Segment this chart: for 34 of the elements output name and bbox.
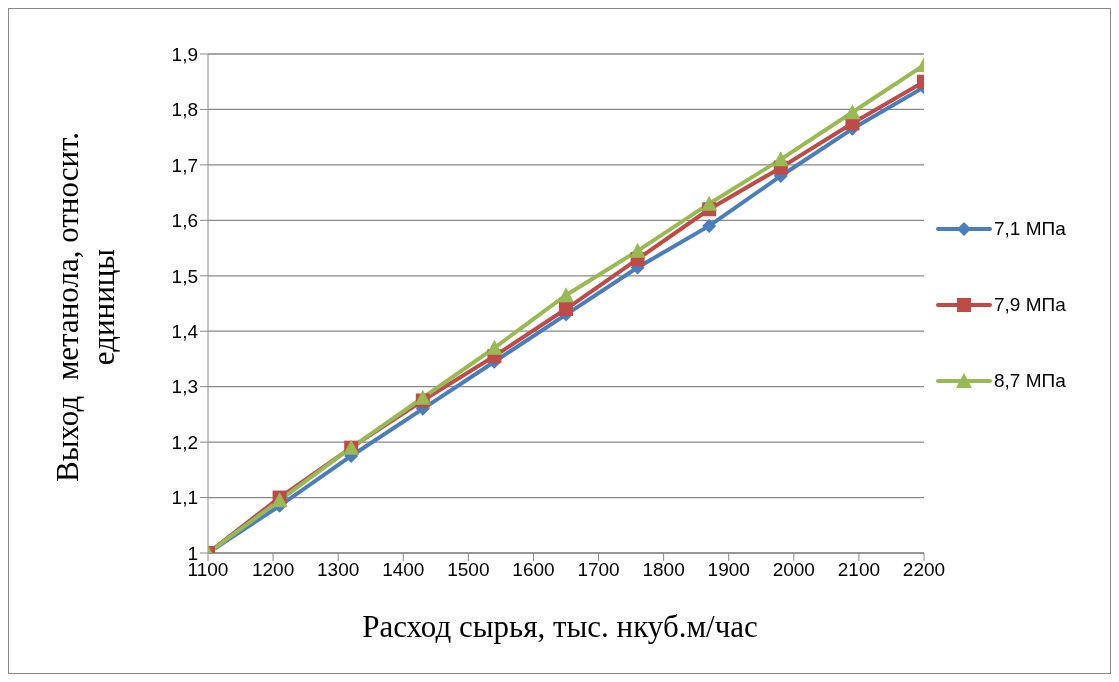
x-tick-label: 1900 [707, 559, 750, 581]
y-tick-label: 1,1 [171, 487, 198, 509]
legend-label: 7,9 МПа [994, 293, 1066, 316]
x-tick-label: 2000 [772, 559, 815, 581]
legend-label: 8,7 МПа [994, 369, 1066, 392]
point [844, 104, 861, 120]
x-tick-label: 2200 [902, 559, 946, 581]
point [772, 151, 789, 167]
y-tick-label: 1,9 [171, 43, 198, 65]
y-tick-label: 1,3 [171, 376, 198, 398]
y-tick-label: 1,4 [171, 320, 199, 342]
y-tick-label: 1,5 [171, 265, 198, 287]
point [629, 242, 646, 258]
x-tick-label: 1500 [447, 559, 490, 581]
y-tick-label: 1,6 [171, 210, 198, 232]
point [702, 218, 717, 233]
legend-label: 7,1 МПа [994, 217, 1066, 240]
point [414, 389, 431, 405]
y-tick-label: 1,7 [171, 154, 198, 176]
x-tick-label: 1400 [382, 559, 425, 581]
x-tick-label: 1300 [317, 559, 360, 581]
x-axis-title: Расход сырья, тыс. нкуб.м/час [361, 609, 759, 645]
point [558, 287, 574, 303]
point [701, 195, 718, 211]
point [559, 302, 573, 317]
y-tick-label: 1,2 [171, 431, 198, 453]
x-tick-label: 1200 [251, 559, 295, 581]
x-tick-label: 2100 [837, 559, 881, 581]
x-tick-label: 1700 [577, 559, 620, 581]
y-tick-label: 1,8 [171, 99, 198, 121]
y-axis-title: Выход метанола, относит. единицы [50, 131, 122, 484]
point [486, 339, 503, 355]
x-tick-label: 1800 [642, 559, 685, 581]
x-tick-label: 1600 [512, 559, 555, 581]
